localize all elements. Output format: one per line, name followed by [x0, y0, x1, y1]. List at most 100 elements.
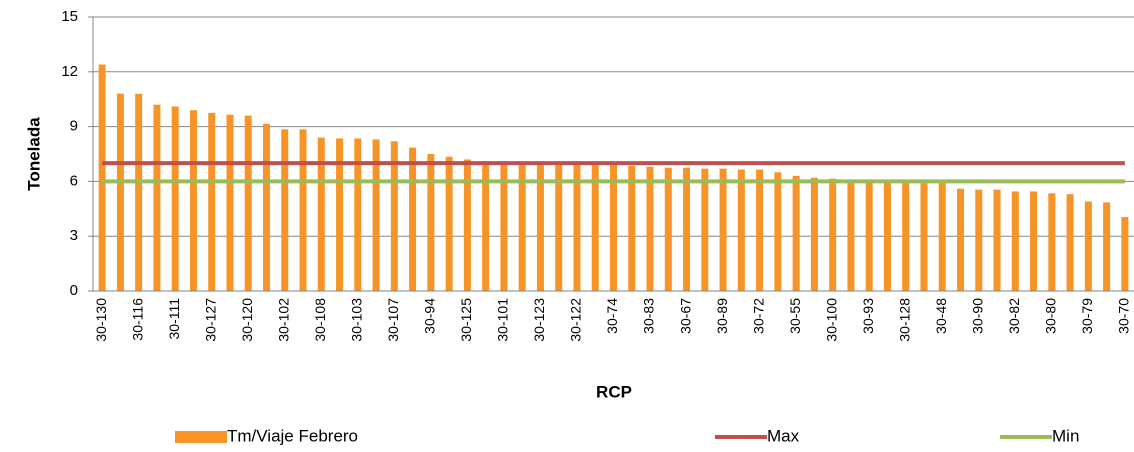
bar — [774, 172, 782, 291]
x-tick-label: 30-90 — [969, 298, 985, 334]
bar — [1066, 194, 1074, 291]
x-tick-label: 30-123 — [531, 298, 547, 342]
bar — [591, 164, 599, 291]
bar — [208, 112, 216, 292]
x-tick-label: 30-101 — [495, 298, 511, 342]
x-tick-label: 30-103 — [349, 298, 365, 342]
bar — [1011, 191, 1019, 291]
x-tick-label: 30-93 — [860, 298, 876, 334]
legend-label: Max — [767, 426, 800, 445]
bar — [1084, 201, 1092, 291]
x-tick-label: 30-111 — [166, 298, 182, 340]
bar — [701, 168, 709, 291]
x-tick-label: 30-108 — [312, 298, 328, 342]
legend-label: Tm/Viaje Febrero — [227, 426, 358, 445]
y-axis-title: Tonelada — [24, 117, 43, 191]
x-tick-label: 30-120 — [239, 298, 255, 342]
x-tick-label: 30-82 — [1006, 298, 1022, 334]
bar — [1121, 217, 1129, 291]
y-tick-label: 6 — [70, 172, 78, 189]
bar — [847, 181, 855, 291]
bar — [463, 159, 471, 291]
x-tick-label: 30-122 — [568, 298, 584, 342]
bar — [975, 189, 983, 291]
bar — [482, 161, 490, 291]
x-tick-label: 30-100 — [823, 298, 839, 342]
bar — [829, 178, 837, 291]
bar — [390, 141, 398, 291]
bar — [938, 183, 946, 291]
x-tick-label: 30-130 — [93, 298, 109, 342]
bar — [226, 114, 234, 291]
y-tick-label: 15 — [61, 8, 78, 25]
bar — [281, 129, 289, 291]
x-tick-label: 30-48 — [933, 298, 949, 334]
bar — [792, 175, 800, 291]
x-tick-label: 30-94 — [422, 298, 438, 334]
bar — [646, 166, 654, 291]
bar — [865, 181, 873, 291]
x-tick-label: 30-70 — [1116, 298, 1132, 334]
x-axis-title: RCP — [596, 382, 632, 401]
bar — [664, 167, 672, 291]
y-tick-label: 0 — [70, 282, 78, 299]
bar — [500, 163, 508, 291]
bar — [372, 139, 380, 291]
bar — [683, 167, 691, 291]
bar — [153, 104, 161, 292]
bar — [135, 93, 143, 291]
y-tick-label: 3 — [70, 227, 78, 244]
bar — [1048, 193, 1056, 291]
bar — [737, 169, 745, 291]
bar — [336, 138, 344, 291]
bar — [628, 165, 636, 291]
bar — [555, 164, 563, 291]
bar — [920, 183, 928, 291]
bar — [957, 188, 964, 291]
x-tick-label: 30-67 — [677, 298, 693, 334]
bar — [1103, 202, 1111, 291]
bar — [445, 156, 453, 291]
x-tick-label: 30-55 — [787, 298, 803, 334]
bar — [299, 129, 307, 291]
bar — [993, 189, 1001, 291]
x-tick-label: 30-128 — [896, 298, 912, 342]
x-tick-label: 30-72 — [750, 298, 766, 334]
x-tick-label: 30-79 — [1079, 298, 1095, 334]
bar — [317, 137, 325, 291]
bar — [98, 64, 106, 291]
x-tick-label: 30-89 — [714, 298, 730, 334]
bar — [116, 93, 124, 291]
x-tick-label: 30-74 — [604, 298, 620, 334]
bar — [189, 110, 197, 291]
bar — [573, 164, 581, 291]
bar — [810, 177, 818, 291]
bar — [536, 164, 544, 291]
bar — [427, 154, 435, 291]
bar — [1030, 191, 1038, 291]
legend-swatch — [175, 431, 227, 443]
bar — [354, 138, 362, 291]
x-tick-label: 30-102 — [275, 298, 291, 342]
bar — [518, 163, 526, 291]
x-tick-label: 30-83 — [641, 298, 657, 334]
y-tick-label: 12 — [61, 63, 78, 80]
bar — [902, 182, 910, 291]
x-tick-label: 30-127 — [202, 298, 218, 342]
bar — [171, 106, 179, 291]
x-tick-label: 30-107 — [385, 298, 401, 342]
bar — [756, 169, 764, 291]
bar — [610, 164, 617, 291]
x-tick-label: 30-116 — [129, 298, 145, 341]
legend-label: Min — [1052, 426, 1079, 445]
x-tick-label: 30-80 — [1043, 298, 1059, 334]
bar — [719, 168, 727, 291]
x-tick-label: 30-125 — [458, 298, 474, 342]
bar — [409, 147, 417, 291]
bar — [883, 181, 891, 291]
y-tick-label: 9 — [70, 118, 78, 135]
bar — [263, 123, 270, 291]
bar — [244, 115, 252, 291]
